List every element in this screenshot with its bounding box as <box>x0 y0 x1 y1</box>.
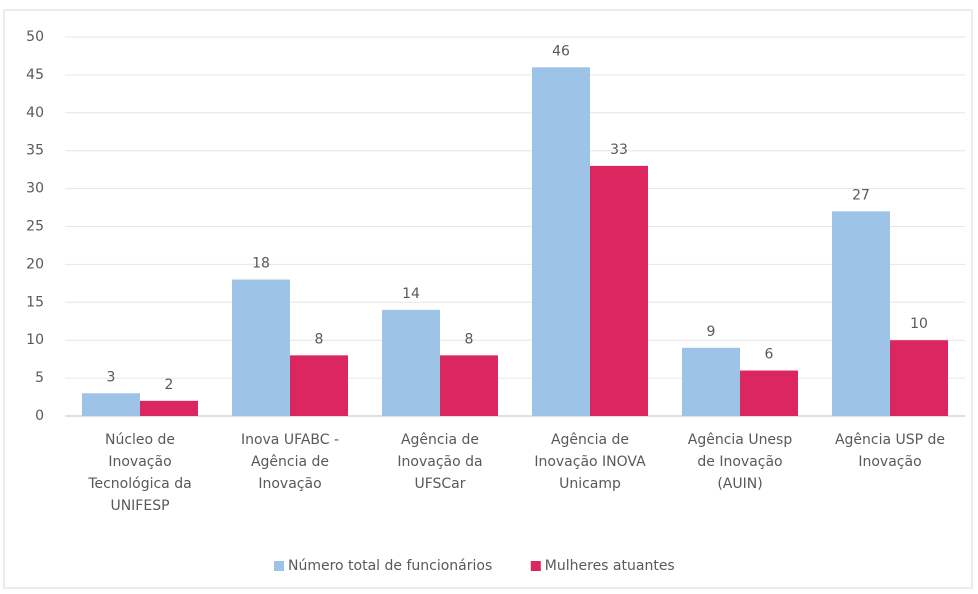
y-tick-label: 5 <box>35 370 44 386</box>
x-tick-label-line: Inovação da <box>397 454 482 470</box>
value-label: 46 <box>552 43 570 59</box>
chart-frame <box>3 9 973 589</box>
bar <box>232 279 290 416</box>
value-label: 9 <box>707 324 716 340</box>
x-tick-label-line: Inovação <box>108 454 171 470</box>
y-tick-label: 40 <box>26 105 44 121</box>
y-tick-label: 50 <box>26 29 44 45</box>
value-label: 3 <box>107 369 116 385</box>
bar <box>590 165 648 416</box>
bar <box>382 309 440 416</box>
x-tick-label: Agência USP de Inovação <box>835 432 945 470</box>
bar <box>740 370 798 416</box>
value-label: 2 <box>165 377 174 393</box>
value-label: 33 <box>610 142 628 158</box>
x-tick-label-line: Inovação <box>858 454 921 470</box>
x-tick-label-line: Inovação <box>258 476 321 492</box>
x-tick-label-line: Inova UFABC - <box>241 432 339 448</box>
value-label: 27 <box>852 187 870 203</box>
value-label: 6 <box>765 347 774 363</box>
y-tick-label: 30 <box>26 181 44 197</box>
x-tick-label-line: de Inovação <box>697 454 782 470</box>
x-tick-label: Agência de Inovação da UFSCar <box>397 432 482 492</box>
x-tick-label-line: Agência de <box>551 432 629 448</box>
x-tick-label-line: Agência USP de <box>835 432 945 448</box>
legend-swatch <box>274 561 284 571</box>
x-tick-label-line: Inovação INOVA <box>534 454 646 470</box>
x-tick-label: Agência Unesp de Inovação (AUIN) <box>688 432 793 492</box>
bar <box>682 347 740 416</box>
x-tick-label: Núcleo de Inovação Tecnológica da UNIFESP <box>87 432 191 514</box>
value-label: 18 <box>252 256 270 272</box>
y-tick-label: 20 <box>26 256 44 272</box>
legend-swatch <box>530 561 541 571</box>
x-tick-label-line: Unicamp <box>559 476 621 492</box>
x-tick-label-line: UFSCar <box>414 476 465 492</box>
value-label: 8 <box>465 331 474 347</box>
bar <box>832 211 890 416</box>
y-tick-label: 10 <box>26 332 44 348</box>
bar <box>440 355 498 416</box>
y-tick-label: 15 <box>26 294 44 310</box>
y-tick-label: 25 <box>26 219 44 235</box>
bar <box>890 340 948 416</box>
bar <box>290 355 348 416</box>
y-tick-label: 0 <box>35 408 44 424</box>
bar <box>82 393 140 416</box>
bar <box>140 400 198 416</box>
y-tick-label: 45 <box>26 67 44 83</box>
y-tick-label: 35 <box>26 143 44 159</box>
x-tick-label-line: Agência Unesp <box>688 432 793 448</box>
x-tick-label-line: Agência de <box>401 432 479 448</box>
value-label: 8 <box>315 331 324 347</box>
x-tick-label-line: Tecnológica da <box>87 476 191 492</box>
value-label: 14 <box>402 286 420 302</box>
x-tick-label: Inova UFABC - Agência de Inovação <box>241 432 339 492</box>
legend-label: Número total de funcionários <box>288 558 492 574</box>
legend-label: Mulheres atuantes <box>545 558 675 574</box>
value-label: 10 <box>910 316 928 332</box>
x-tick-label-line: Núcleo de <box>105 432 175 448</box>
x-tick-label-line: Agência de <box>251 454 329 470</box>
x-tick-label-line: (AUIN) <box>717 476 762 492</box>
x-tick-label-line: UNIFESP <box>110 498 169 514</box>
bar <box>532 67 590 416</box>
x-tick-label: Agência de Inovação INOVA Unicamp <box>534 432 646 492</box>
